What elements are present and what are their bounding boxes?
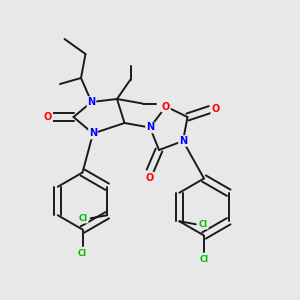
Text: Cl: Cl [79, 214, 88, 223]
Text: Cl: Cl [199, 220, 208, 229]
Text: O: O [211, 104, 220, 115]
Text: Cl: Cl [200, 255, 208, 264]
Text: N: N [87, 97, 96, 107]
Text: N: N [146, 122, 154, 133]
Text: O: O [162, 101, 170, 112]
Text: O: O [44, 112, 52, 122]
Text: N: N [179, 136, 187, 146]
Text: O: O [146, 172, 154, 183]
Text: N: N [89, 128, 97, 139]
Text: Cl: Cl [78, 249, 87, 258]
